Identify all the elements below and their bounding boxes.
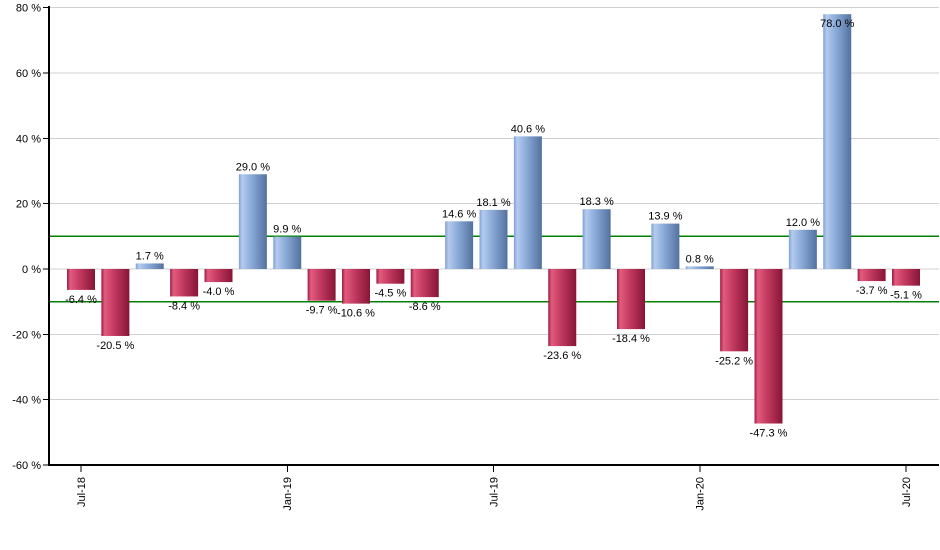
bars-group bbox=[67, 14, 920, 424]
value-label: 18.3 % bbox=[580, 196, 614, 208]
value-label: -18.4 % bbox=[612, 333, 650, 345]
value-label: 14.6 % bbox=[442, 208, 476, 220]
bar-jul-18[interactable] bbox=[67, 269, 95, 290]
y-tick-label: -60 % bbox=[12, 460, 41, 472]
bar-aug-19[interactable] bbox=[513, 136, 542, 269]
y-tick-label: -20 % bbox=[12, 329, 41, 341]
x-tick-label: Jan-19 bbox=[282, 477, 294, 511]
value-label: 1.7 % bbox=[136, 250, 164, 262]
bar-dec-19[interactable] bbox=[651, 223, 680, 269]
bar-aug-18[interactable] bbox=[101, 269, 130, 336]
bar-sep-18[interactable] bbox=[135, 263, 164, 269]
value-label: -20.5 % bbox=[96, 340, 134, 352]
bar-mar-20[interactable] bbox=[754, 269, 783, 424]
value-labels-group: -6.4 % -20.5 % 1.7 % -8.4 %-4.0 % 29.0 % 9.9 … bbox=[65, 18, 922, 440]
bar-oct-18[interactable] bbox=[170, 269, 199, 297]
bar-jan-19[interactable] bbox=[273, 236, 302, 269]
bar-jul-19[interactable] bbox=[479, 209, 508, 269]
value-label: -9.7 % bbox=[306, 305, 338, 317]
value-label: -5.1 % bbox=[890, 290, 922, 302]
value-label: -3.7 % bbox=[856, 285, 888, 297]
x-tick-label: Jul-18 bbox=[76, 477, 88, 507]
x-tick-label: Jul-20 bbox=[901, 477, 913, 507]
value-label: 9.9 % bbox=[273, 224, 301, 236]
value-label: 78.0 % bbox=[820, 18, 854, 30]
axes-group bbox=[43, 6, 939, 473]
bar-sep-19[interactable] bbox=[548, 269, 577, 347]
value-label: -10.6 % bbox=[337, 308, 375, 320]
bar-oct-19[interactable] bbox=[582, 209, 611, 269]
value-label: -23.6 % bbox=[543, 350, 581, 362]
y-tick-label: 60 % bbox=[16, 68, 41, 80]
bar-may-19[interactable] bbox=[410, 269, 439, 298]
value-label: 12.0 % bbox=[786, 217, 820, 229]
y-tick-label: 80 % bbox=[16, 3, 41, 15]
bar-dec-18[interactable] bbox=[238, 174, 267, 269]
y-tick-label: 40 % bbox=[16, 133, 41, 145]
value-label: 40.6 % bbox=[511, 123, 545, 135]
value-label: -47.3 % bbox=[750, 428, 788, 440]
x-tick-label: Jan-20 bbox=[695, 477, 707, 511]
bar-jul-20[interactable] bbox=[892, 269, 920, 286]
bar-apr-19[interactable] bbox=[376, 269, 405, 284]
bar-feb-20[interactable] bbox=[720, 269, 749, 352]
bar-nov-19[interactable] bbox=[617, 269, 645, 330]
bar-mar-19[interactable] bbox=[342, 269, 370, 304]
bar-jun-20[interactable] bbox=[857, 269, 886, 282]
value-label: -4.5 % bbox=[374, 288, 406, 300]
y-tick-label: -40 % bbox=[12, 395, 41, 407]
bar-jan-20[interactable] bbox=[685, 266, 714, 269]
bar-feb-19[interactable] bbox=[307, 269, 336, 301]
x-tick-label: Jul-19 bbox=[489, 477, 501, 507]
value-label: 13.9 % bbox=[648, 211, 682, 223]
value-label: 0.8 % bbox=[686, 253, 714, 265]
y-tick-label: 0 % bbox=[22, 264, 41, 276]
y-tick-label: 20 % bbox=[16, 199, 41, 211]
value-label: 18.1 % bbox=[476, 197, 510, 209]
bar-nov-18[interactable] bbox=[204, 269, 233, 283]
value-label: -25.2 % bbox=[715, 355, 753, 367]
bar-apr-20[interactable] bbox=[788, 229, 817, 269]
value-label: 29.0 % bbox=[236, 161, 270, 173]
value-label: -8.6 % bbox=[409, 301, 441, 313]
value-label: -4.0 % bbox=[203, 286, 235, 298]
value-label: -8.4 % bbox=[168, 300, 200, 312]
bar-jun-19[interactable] bbox=[445, 221, 474, 269]
value-label: -6.4 % bbox=[65, 294, 97, 306]
bar-may-20[interactable] bbox=[823, 14, 852, 269]
